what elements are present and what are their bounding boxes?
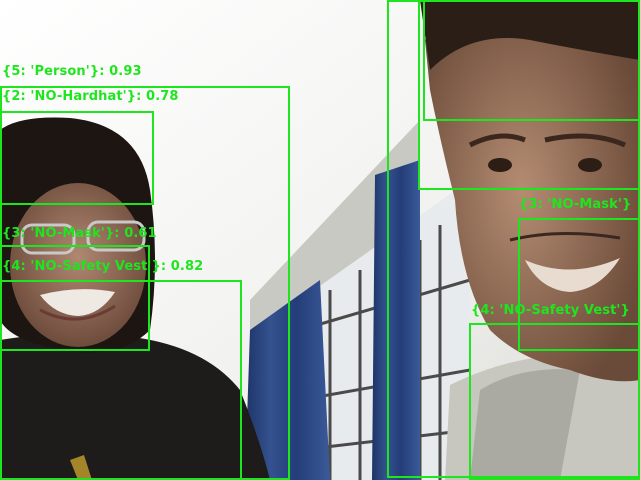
detection-label-vest-right: {4: 'NO-Safety Vest'} [471,303,630,318]
detection-label-person-left: {5: 'Person'}: 0.93 [2,64,142,79]
curtain-right [372,160,420,480]
curtain-left [245,280,330,480]
person-right [420,0,640,480]
detection-label-hardhat-left: {2: 'NO-Hardhat'}: 0.78 [2,89,179,104]
detection-label-vest-left: {4: 'NO-Safety Vest'}: 0.82 [2,259,204,274]
detection-label-mask-left: {3: 'NO-Mask'}: 0.61 [2,226,157,241]
person-left [0,117,270,480]
detection-label-mask-right: {3: 'NO-Mask'} [519,197,632,212]
